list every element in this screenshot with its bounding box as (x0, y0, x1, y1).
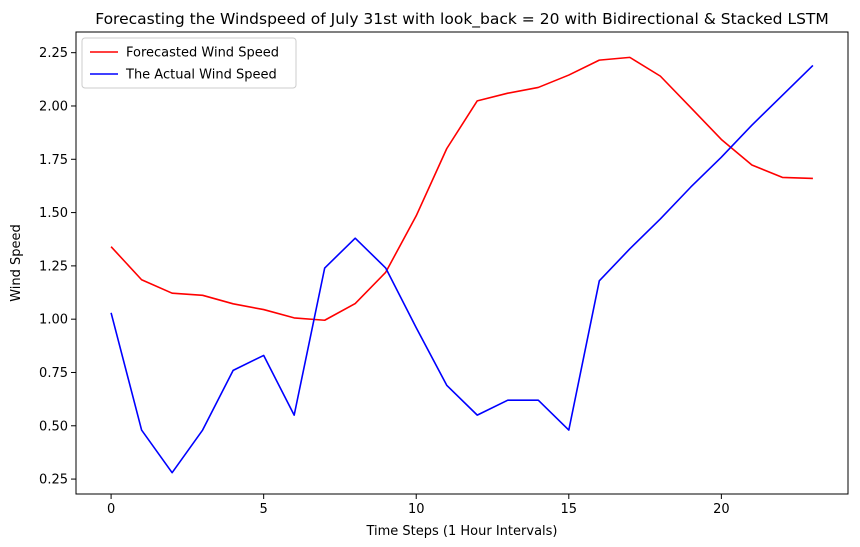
legend-label: The Actual Wind Speed (125, 68, 277, 83)
plot-frame (75, 31, 849, 495)
y-tick-label: 2.00 (39, 99, 68, 114)
legend-box (81, 37, 297, 89)
x-tick-label: 20 (713, 502, 730, 517)
x-axis-label: Time Steps (1 Hour Intervals) (365, 524, 557, 539)
series-layer (110, 56, 814, 474)
y-tick-label: 1.50 (39, 206, 68, 221)
series-line-1 (110, 64, 814, 474)
y-tick-label: 0.50 (39, 419, 68, 434)
plot-area (75, 31, 849, 495)
x-tick-label: 5 (260, 502, 268, 517)
x-tick-label: 15 (561, 502, 578, 517)
y-tick-label: 1.00 (39, 313, 68, 328)
y-tick-label: 2.25 (39, 46, 68, 61)
legend: Forecasted Wind Speed The Actual Wind Spe… (81, 37, 297, 89)
series-line-0 (110, 56, 813, 322)
y-tick-label: 0.75 (39, 366, 68, 381)
chart-title: Forecasting the Windspeed of July 31st w… (95, 10, 829, 29)
y-tick-label: 1.75 (39, 153, 68, 168)
y-tick-label: 0.25 (39, 473, 68, 488)
legend-label: Forecasted Wind Speed (126, 46, 279, 61)
y-tick-label: 1.25 (39, 259, 68, 274)
y-axis: 0.25 0.50 0.75 1.00 1.25 1.50 1.75 2.00 2.25 (39, 46, 76, 488)
x-axis: 0 5 10 15 20 (107, 494, 730, 517)
x-tick-label: 10 (408, 502, 425, 517)
x-tick-label: 0 (107, 502, 115, 517)
y-axis-label: Wind Speed (9, 224, 24, 302)
